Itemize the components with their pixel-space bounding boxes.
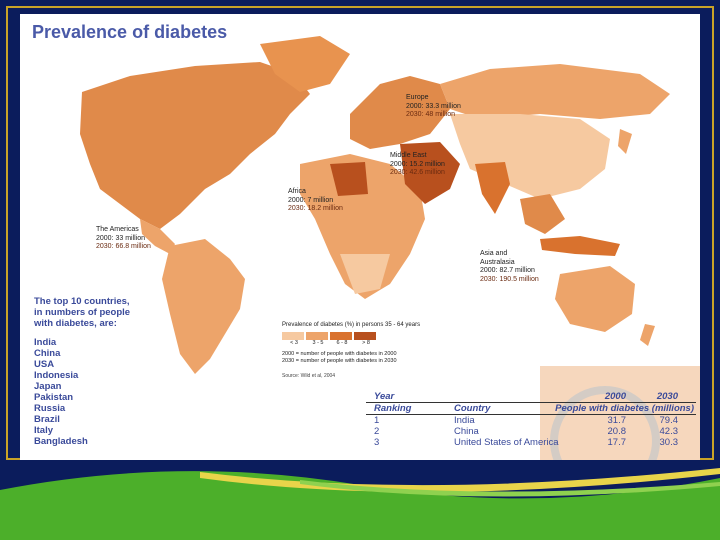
map-indonesia — [540, 236, 620, 256]
page-title: Prevalence of diabetes — [32, 22, 228, 42]
label-africa: Africa 2000: 7 million 2030: 18.2 millio… — [288, 188, 343, 212]
top10-item: Japan — [34, 381, 62, 392]
label-asia-australasia: Asia and Australasia 2000: 82.7 million … — [480, 250, 539, 283]
table-header-columns: Ranking Country People with diabetes (mi… — [366, 403, 696, 415]
map-north-america — [80, 62, 310, 229]
top10-item: USA — [34, 359, 55, 370]
map-europe — [350, 76, 450, 149]
country-table: Year 2000 2030 Ranking Country People wi… — [366, 391, 696, 448]
top10-item: Italy — [34, 425, 54, 436]
legend-note: 2000 = number of people with diabetes in… — [282, 351, 397, 364]
map-south-america — [162, 239, 245, 374]
legend-label: 3 - 5 — [312, 340, 324, 346]
map-central-america — [140, 219, 175, 254]
map-japan — [618, 129, 632, 154]
top10-item: Russia — [34, 403, 66, 414]
table-row: 3 United States of America 17.7 30.3 — [374, 437, 678, 448]
table-header-year: Year 2000 2030 — [366, 391, 696, 403]
map-new-zealand — [640, 324, 655, 346]
label-europe: Europe 2000: 33.3 million 2030: 48 milli… — [406, 94, 461, 118]
map-africa — [300, 154, 425, 299]
map-australia — [555, 266, 635, 332]
legend-swatch — [354, 332, 376, 340]
top10-item: Pakistan — [34, 392, 74, 403]
top10-heading: The top 10 countries, in numbers of peop… — [34, 296, 131, 329]
top10-list: India China USA Indonesia Japan Pakistan… — [34, 337, 174, 447]
map-india — [475, 162, 510, 214]
map-middle-east — [400, 142, 460, 204]
label-americas: The Americas 2000: 33 million 2030: 66.8… — [96, 226, 151, 250]
map-asia — [450, 114, 610, 199]
legend-swatch — [306, 332, 328, 340]
decorative-wave — [0, 460, 720, 540]
legend-label: < 3 — [290, 340, 298, 346]
legend-label: 6 - 8 — [336, 340, 348, 346]
legend-labels: < 3 3 - 5 6 - 8 > 8 — [282, 340, 482, 346]
top10-item: India — [34, 337, 57, 348]
top10-item: Bangladesh — [34, 436, 88, 447]
top10-item: Indonesia — [34, 370, 79, 381]
map-south-africa — [340, 254, 390, 294]
legend-swatch — [282, 332, 304, 340]
map-southeast-asia — [520, 194, 565, 234]
legend-swatch — [330, 332, 352, 340]
legend-title: Prevalence of diabetes (%) in persons 35… — [282, 322, 421, 328]
table-row: 1 India 31.7 79.4 — [374, 415, 678, 426]
slide: Prevalence of diabetes Europe 2000: 33.3… — [20, 14, 700, 460]
map-russia — [440, 64, 670, 119]
map-libya — [330, 162, 368, 196]
top10-panel: The top 10 countries, in numbers of peop… — [34, 296, 174, 447]
map-legend: Prevalence of diabetes (%) in persons 35… — [282, 322, 482, 379]
magnifier-ring — [550, 386, 660, 460]
top10-item: China — [34, 348, 61, 359]
table-row: 2 China 20.8 42.3 — [374, 426, 678, 437]
legend-label: > 8 — [362, 340, 370, 346]
legend-source: Source: Wild et al, 2004 — [282, 373, 336, 379]
map-greenland — [260, 36, 350, 92]
label-middle-east: Middle East 2000: 15.2 million 2030: 42.… — [390, 152, 445, 176]
top10-item: Brazil — [34, 414, 60, 425]
legend-swatches — [282, 332, 482, 340]
world-map — [80, 36, 700, 460]
